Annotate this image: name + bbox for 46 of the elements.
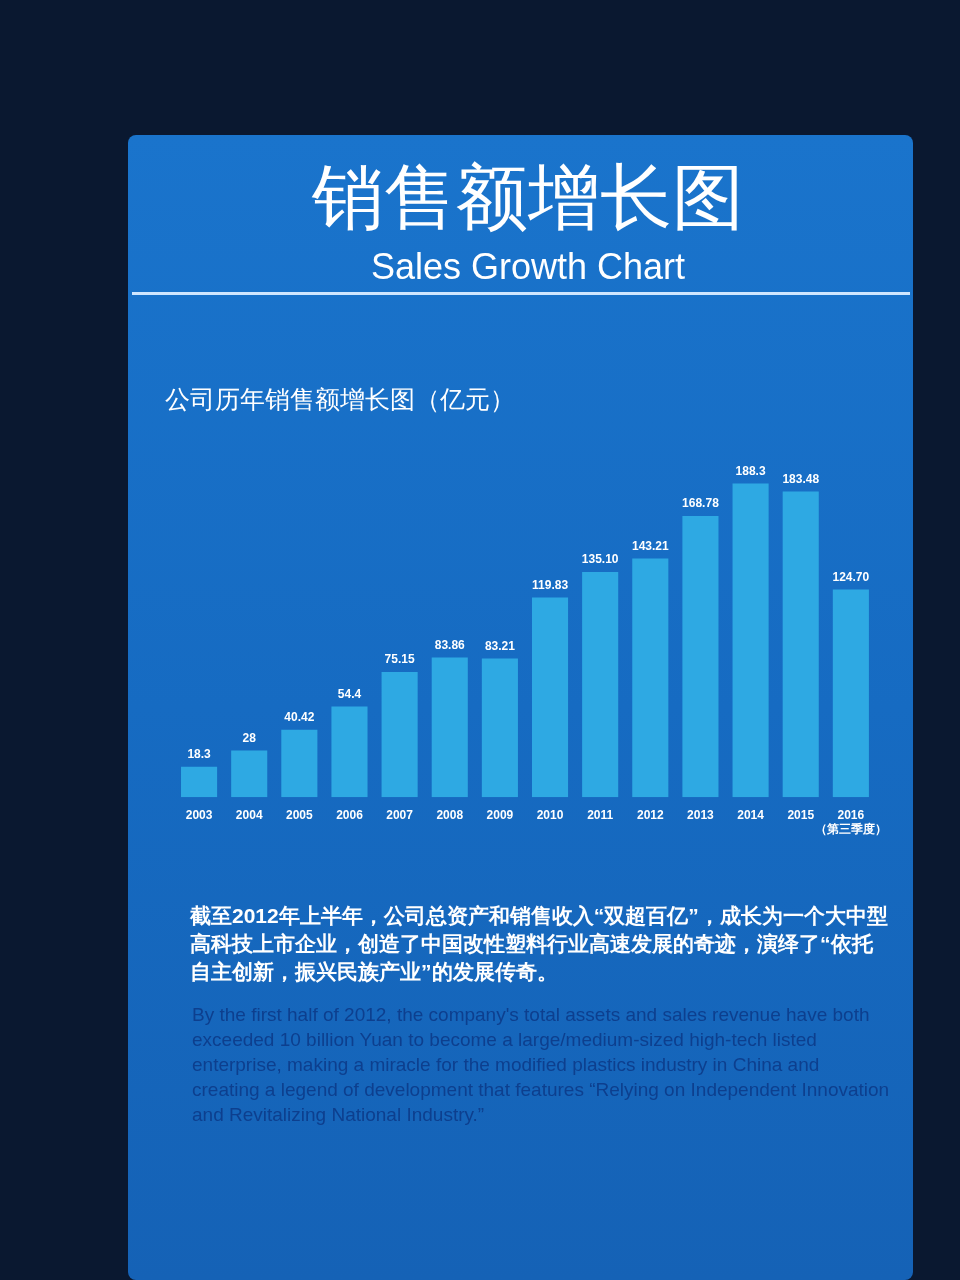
bar bbox=[682, 516, 719, 798]
x-tick-label: 2015 bbox=[787, 807, 815, 822]
data-label: 135.10 bbox=[581, 552, 619, 567]
bar bbox=[231, 750, 268, 798]
bar bbox=[281, 729, 318, 798]
x-tick-label: 2010 bbox=[536, 807, 564, 822]
data-label: 143.21 bbox=[631, 538, 669, 553]
x-tick-label: 2013 bbox=[687, 807, 715, 822]
data-label: 54.4 bbox=[337, 686, 362, 701]
data-label: 168.78 bbox=[682, 496, 720, 511]
x-tick-label: 2006 bbox=[336, 807, 364, 822]
data-label: 124.70 bbox=[832, 569, 870, 584]
bar bbox=[481, 658, 518, 798]
bar bbox=[181, 766, 218, 798]
data-label: 28 bbox=[242, 730, 257, 745]
x-tick-label: 2008 bbox=[436, 807, 464, 822]
bar bbox=[582, 572, 619, 798]
chart-subtitle: Sales Growth Chart bbox=[369, 245, 687, 289]
data-label: 183.48 bbox=[782, 471, 820, 486]
chart-title: 销售额增长图 bbox=[311, 156, 745, 239]
bar bbox=[331, 706, 368, 798]
bar bbox=[782, 491, 819, 798]
data-label: 75.15 bbox=[384, 652, 415, 667]
x-tick-label: 2004 bbox=[235, 807, 263, 822]
x-tick-label: 2014 bbox=[737, 807, 765, 822]
data-label: 18.3 bbox=[187, 747, 212, 762]
bar bbox=[531, 597, 569, 798]
bar bbox=[381, 672, 418, 798]
data-label: 83.86 bbox=[434, 637, 466, 652]
x-tick-label: 2016 （第三季度） bbox=[814, 807, 887, 837]
x-tick-label: 2003 bbox=[185, 807, 213, 822]
text: 截至2012年上半年，公司总资产和销售收入“双超百亿”，成长为一个大中型高科技上市企业，创造了中国改性塑料行业高速发展的奇迹，演绎了“依托自主创新，振兴民族产业”的发展传奇。 bbox=[190, 903, 889, 985]
bar bbox=[832, 589, 869, 798]
bar bbox=[431, 657, 468, 798]
data-label: 40.42 bbox=[284, 710, 315, 725]
text: 公司历年销售额增长图（亿元） bbox=[165, 384, 515, 415]
bar bbox=[732, 483, 769, 798]
x-tick-label: 2007 bbox=[386, 807, 414, 822]
x-tick-label: 2005 bbox=[285, 807, 314, 822]
data-label: 83.21 bbox=[484, 638, 516, 653]
bar bbox=[632, 558, 669, 798]
x-tick-label: 2011 bbox=[587, 807, 614, 822]
x-tick-label: 2012 bbox=[636, 807, 664, 822]
data-label: 188.3 bbox=[735, 463, 766, 478]
data-label: 119.83 bbox=[532, 577, 569, 592]
x-tick-label: 2009 bbox=[486, 807, 514, 822]
